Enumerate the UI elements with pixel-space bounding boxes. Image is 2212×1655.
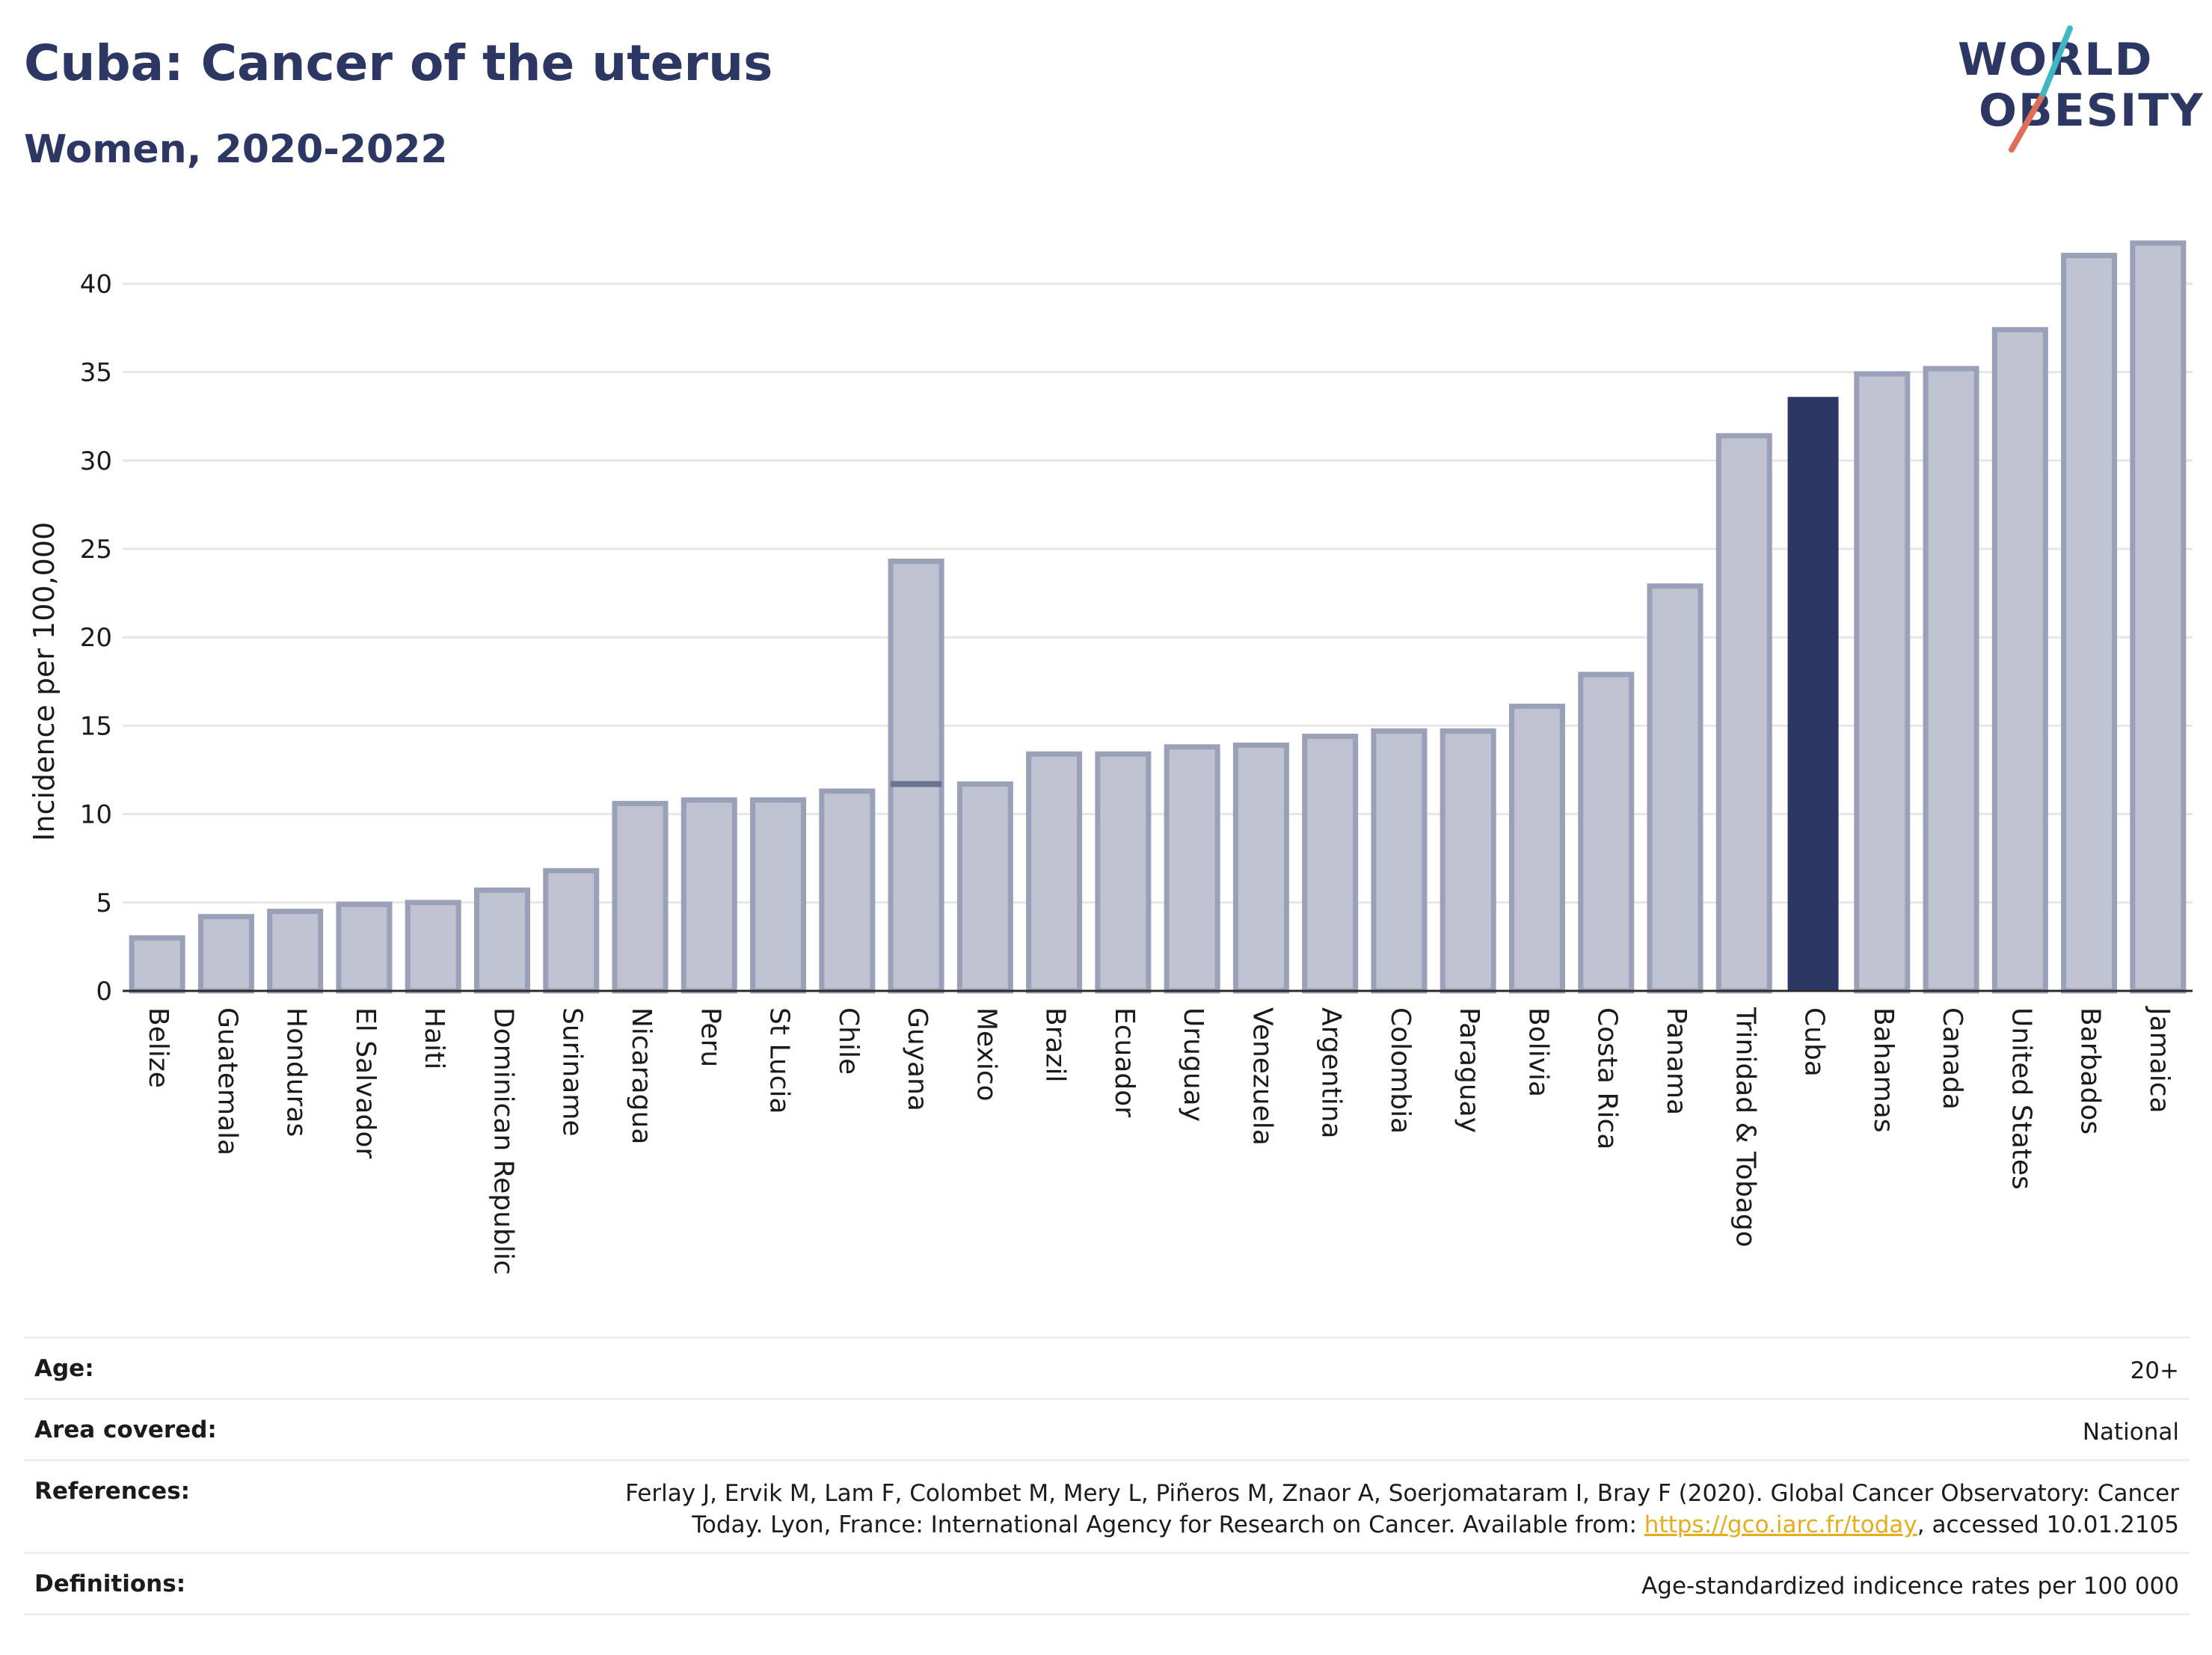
area-label: Area covered: xyxy=(34,1416,217,1443)
y-tick-label: 40 xyxy=(80,269,112,299)
bar xyxy=(1164,744,1220,994)
x-tick-label: El Salvador xyxy=(350,1007,381,1158)
bar xyxy=(1508,703,1565,994)
chart-subtitle: Women, 2020-2022 xyxy=(24,127,448,172)
x-tick-label: United States xyxy=(2006,1007,2036,1190)
x-tick-label: Venezuela xyxy=(1247,1007,1277,1146)
bar xyxy=(543,868,600,994)
references-value: Ferlay J, Ervik M, Lam F, Colombet M, Me… xyxy=(609,1478,2179,1541)
x-tick-label: Costa Rica xyxy=(1592,1007,1623,1149)
y-tick-label: 35 xyxy=(80,358,112,388)
bar xyxy=(681,797,737,994)
x-tick-label: Peru xyxy=(695,1007,725,1067)
info-table: Age: 20+ Area covered: National Referenc… xyxy=(24,1336,2190,1615)
x-tick-label: Guyana xyxy=(902,1007,933,1111)
logo-slash-icon xyxy=(2009,25,2073,153)
x-tick-label: Suriname xyxy=(557,1007,588,1137)
y-axis-title: Incidence per 100,000 xyxy=(28,522,61,841)
references-link[interactable]: https://gco.iarc.fr/today xyxy=(1644,1511,1917,1538)
x-tick-label: St Lucia xyxy=(764,1007,795,1114)
y-tick-label: 5 xyxy=(96,888,112,918)
x-tick-label: Cuba xyxy=(1799,1007,1830,1077)
x-tick-label: Bolivia xyxy=(1523,1007,1553,1097)
x-tick-label: Guatemala xyxy=(212,1007,242,1155)
bar xyxy=(1647,583,1703,994)
x-tick-label: Chile xyxy=(833,1007,864,1075)
info-row-references: References: Ferlay J, Ervik M, Lam F, Co… xyxy=(24,1461,2190,1554)
x-tick-label: Ecuador xyxy=(1109,1007,1140,1117)
y-tick-label: 15 xyxy=(80,711,112,741)
definitions-label: Definitions: xyxy=(34,1570,186,1597)
bar xyxy=(1923,366,1979,994)
bar xyxy=(1787,396,1839,991)
info-row-age: Age: 20+ xyxy=(24,1339,2190,1400)
x-tick-label: Canada xyxy=(1937,1007,1967,1110)
x-tick-label: Panama xyxy=(1661,1007,1692,1115)
y-tick-label: 20 xyxy=(80,623,112,653)
x-tick-label: Mexico xyxy=(971,1007,1001,1102)
bar xyxy=(405,900,461,994)
y-tick-label: 0 xyxy=(96,977,112,1007)
bar xyxy=(2130,240,2187,994)
bar-chart: 0 5 10 15 20 25 30 35 40 Incidence per 100,000 Bel… xyxy=(28,240,2193,1275)
x-tick-label: Paraguay xyxy=(1454,1007,1484,1133)
bar xyxy=(1026,751,1083,994)
bar xyxy=(888,559,944,994)
references-suffix: , accessed 10.01.2105 xyxy=(1917,1511,2179,1538)
bar xyxy=(1440,728,1496,994)
x-tick-label: Honduras xyxy=(281,1007,312,1137)
bar xyxy=(1991,327,2048,994)
x-tick-label: Argentina xyxy=(1316,1007,1347,1139)
x-tick-label: Trinidad & Tobago xyxy=(1730,1007,1760,1247)
x-tick-label: Brazil xyxy=(1040,1007,1071,1082)
x-tick-label: Barbados xyxy=(2075,1007,2106,1134)
age-label: Age: xyxy=(34,1355,94,1382)
y-tick-label: 10 xyxy=(80,800,112,830)
bar xyxy=(956,781,1013,994)
bar xyxy=(1371,728,1428,994)
world-obesity-logo: WORLD OBESITY xyxy=(1944,22,2203,157)
bar xyxy=(197,914,254,994)
x-tick-label: Jamaica xyxy=(2144,1006,2175,1114)
bar xyxy=(129,935,185,994)
bar xyxy=(819,788,876,994)
x-tick-label: Haiti xyxy=(419,1007,449,1069)
x-tick-label: Nicaragua xyxy=(626,1007,657,1144)
bar xyxy=(1095,751,1152,994)
bar xyxy=(612,800,669,994)
age-value: 20+ xyxy=(2130,1357,2179,1384)
bar xyxy=(473,887,530,994)
chart-title: Cuba: Cancer of the uterus xyxy=(24,34,773,92)
bar xyxy=(336,901,393,994)
bar xyxy=(1715,433,1772,994)
x-tick-label: Colombia xyxy=(1385,1007,1416,1134)
x-tick-label: Bahamas xyxy=(1868,1007,1899,1133)
bar xyxy=(2061,253,2118,994)
bar xyxy=(1232,742,1289,994)
x-tick-label: Belize xyxy=(143,1007,173,1088)
logo-line-2: OBESITY xyxy=(1979,85,2205,137)
bar xyxy=(1854,371,1911,994)
info-row-definitions: Definitions: Age-standardized indicence … xyxy=(24,1554,2190,1615)
definitions-value: Age-standardized indicence rates per 100… xyxy=(1641,1573,2179,1600)
info-row-area: Area covered: National xyxy=(24,1400,2190,1461)
bar xyxy=(267,909,324,994)
bar xyxy=(1578,672,1635,994)
y-tick-label: 30 xyxy=(80,446,112,476)
references-text: Ferlay J, Ervik M, Lam F, Colombet M, Me… xyxy=(625,1480,2179,1538)
references-label: References: xyxy=(34,1478,191,1505)
bar xyxy=(1302,734,1359,994)
x-tick-label: Dominican Republic xyxy=(488,1007,518,1275)
x-tick-label: Uruguay xyxy=(1178,1007,1208,1122)
bar xyxy=(750,797,807,994)
y-tick-label: 25 xyxy=(80,535,112,565)
area-value: National xyxy=(2082,1419,2179,1446)
